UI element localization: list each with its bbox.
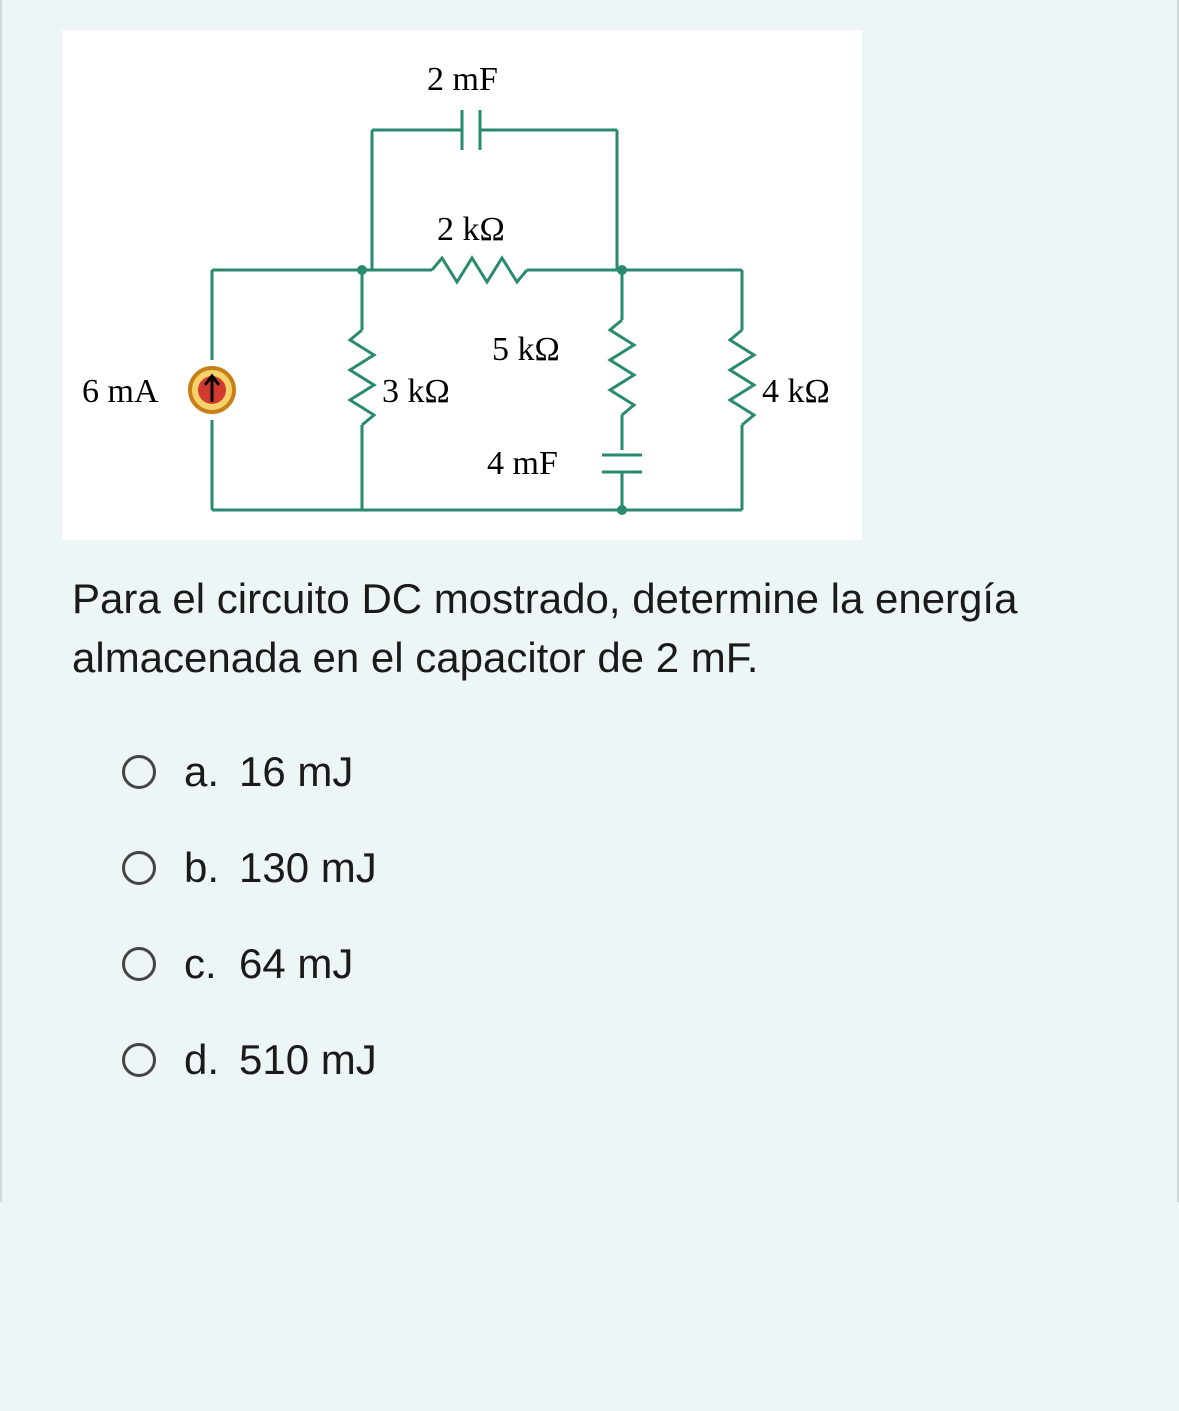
option-d[interactable]: d. 510 mJ: [122, 1036, 1137, 1084]
radio-icon[interactable]: [122, 1043, 156, 1077]
radio-icon[interactable]: [122, 755, 156, 789]
option-c[interactable]: c. 64 mJ: [122, 940, 1137, 988]
cap-4mf-label: 4 mF: [487, 445, 558, 482]
option-letter: b.: [184, 844, 239, 892]
options-list: a. 16 mJ b. 130 mJ c. 64 mJ d. 510 mJ: [122, 748, 1137, 1084]
res-4k-label: 4 kΩ: [762, 373, 830, 410]
question-card: 6 mA 3 kΩ 2 kΩ 2 mF: [0, 0, 1179, 1202]
radio-icon[interactable]: [122, 947, 156, 981]
option-letter: d.: [184, 1036, 239, 1084]
option-text: 64 mJ: [239, 940, 353, 988]
circuit-diagram: 6 mA 3 kΩ 2 kΩ 2 mF: [62, 30, 862, 540]
option-text: 510 mJ: [239, 1036, 377, 1084]
cap-2mf-label: 2 mF: [427, 61, 498, 98]
option-text: 130 mJ: [239, 844, 377, 892]
res-2k-label: 2 kΩ: [437, 211, 505, 248]
radio-icon[interactable]: [122, 851, 156, 885]
res-5k-label: 5 kΩ: [492, 331, 560, 368]
option-b[interactable]: b. 130 mJ: [122, 844, 1137, 892]
option-text: 16 mJ: [239, 748, 353, 796]
question-text: Para el circuito DC mostrado, determine …: [72, 570, 1127, 688]
option-a[interactable]: a. 16 mJ: [122, 748, 1137, 796]
option-letter: a.: [184, 748, 239, 796]
option-letter: c.: [184, 940, 239, 988]
source-label: 6 mA: [82, 373, 159, 410]
res-3k-label: 3 kΩ: [382, 373, 450, 410]
